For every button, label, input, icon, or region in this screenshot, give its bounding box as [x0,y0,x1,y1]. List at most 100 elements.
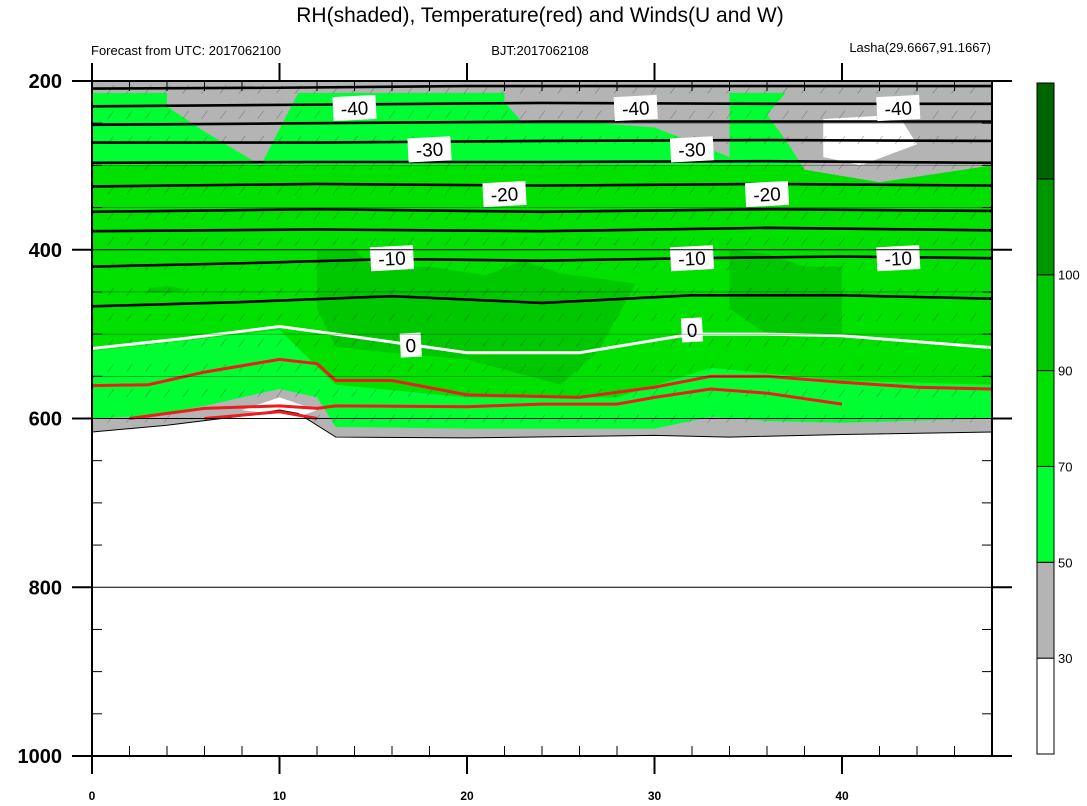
wind-barb [445,313,452,322]
wind-barb [126,110,133,119]
wind-barb [407,186,414,195]
contour-label-box [482,180,527,208]
wind-barb [895,389,902,398]
wind-barb [426,313,433,322]
wind-barb [276,186,283,195]
contour-label: -10 [369,245,415,272]
colorbar-label: 30 [1058,651,1072,666]
wind-barb [276,313,283,322]
wind-barb [351,363,358,373]
wind-barb [295,363,302,373]
wind-barb [351,389,358,398]
x-tick-label: 20 [460,789,474,803]
temperature-contour [91,159,993,165]
contour-label: -40 [613,94,658,122]
contour-label: -20 [744,180,790,208]
wind-barb [220,389,227,398]
wind-barb [932,389,939,398]
wind-barb [857,211,864,221]
contour-label-box [613,94,658,122]
wind-barb [238,211,246,221]
wind-barb [388,363,396,373]
wind-barb [351,211,358,221]
wind-barb [576,313,583,322]
wind-barb [820,338,827,347]
wind-barb [688,211,696,221]
wind-barb [688,110,696,119]
wind-barb [595,363,602,373]
wind-barb [838,186,846,195]
wind-barb [707,338,714,347]
wind-barb [257,237,264,246]
wind-barb [801,338,808,347]
wind-barb [820,186,827,195]
contour-lines [91,84,993,439]
wind-barb [820,110,827,119]
temperature-contour [92,138,993,144]
temperature-contour [91,84,992,90]
wind-barb [820,389,827,398]
x-tick-label: 0 [89,789,96,803]
wind-barb [745,338,752,347]
wind-barb [295,211,302,221]
wind-barb [501,237,508,246]
station-label: Lasha(29.6667,91.1667) [849,40,991,55]
wind-barb [538,211,546,221]
contour-label-box [680,317,704,343]
wind-barb [445,237,452,246]
wind-barb [557,262,564,271]
wind-barb [613,338,621,347]
wind-barb [707,363,714,373]
wind-barb [220,110,227,119]
wind-barb [932,313,939,322]
wind-barb [520,237,527,246]
wind-barb [163,313,171,322]
wind-barb [182,338,189,347]
contour-label-box [332,94,377,122]
wind-barb [107,211,114,221]
wind-barb [876,211,883,221]
wind-barb [145,110,152,119]
wind-barb [201,389,208,398]
colorbar-bin [1036,657,1055,755]
red-temperature-contour [129,387,843,420]
wind-barb [145,211,152,221]
wind-barb [426,211,433,221]
wind-barb [895,313,902,322]
wind-barb [295,313,302,322]
wind-barb [201,110,208,119]
wind-barb [632,211,639,221]
wind-barb [576,186,583,195]
wind-barb [576,237,583,246]
wind-barb [932,110,939,119]
wind-barb [876,363,883,373]
wind-barb [651,313,658,322]
wind-barb [445,338,452,347]
colorbar-label: 90 [1058,364,1072,379]
wind-barb [407,110,414,119]
wind-barb [838,237,846,246]
wind-barb [201,363,208,373]
wind-barb [670,313,677,322]
wind-barb [820,262,827,271]
wind-barb [576,338,583,347]
wind-barb [876,389,883,398]
wind-barb [220,186,227,195]
red-temperature-contour [91,357,993,399]
wind-barb [501,313,508,322]
wind-barb [145,389,152,398]
wind-barb [520,262,527,271]
colorbar-bin [1036,370,1055,467]
wind-barb [782,237,789,246]
contour-label-box [369,245,415,272]
contour-label-box [876,94,921,122]
wind-barb [313,110,321,119]
wind-barb [332,313,339,322]
wind-barb [257,363,264,373]
wind-barb [220,338,227,347]
wind-barb [576,363,583,373]
wind-barb [351,237,358,246]
wind-barb [782,262,789,271]
wind-barb [913,237,921,246]
